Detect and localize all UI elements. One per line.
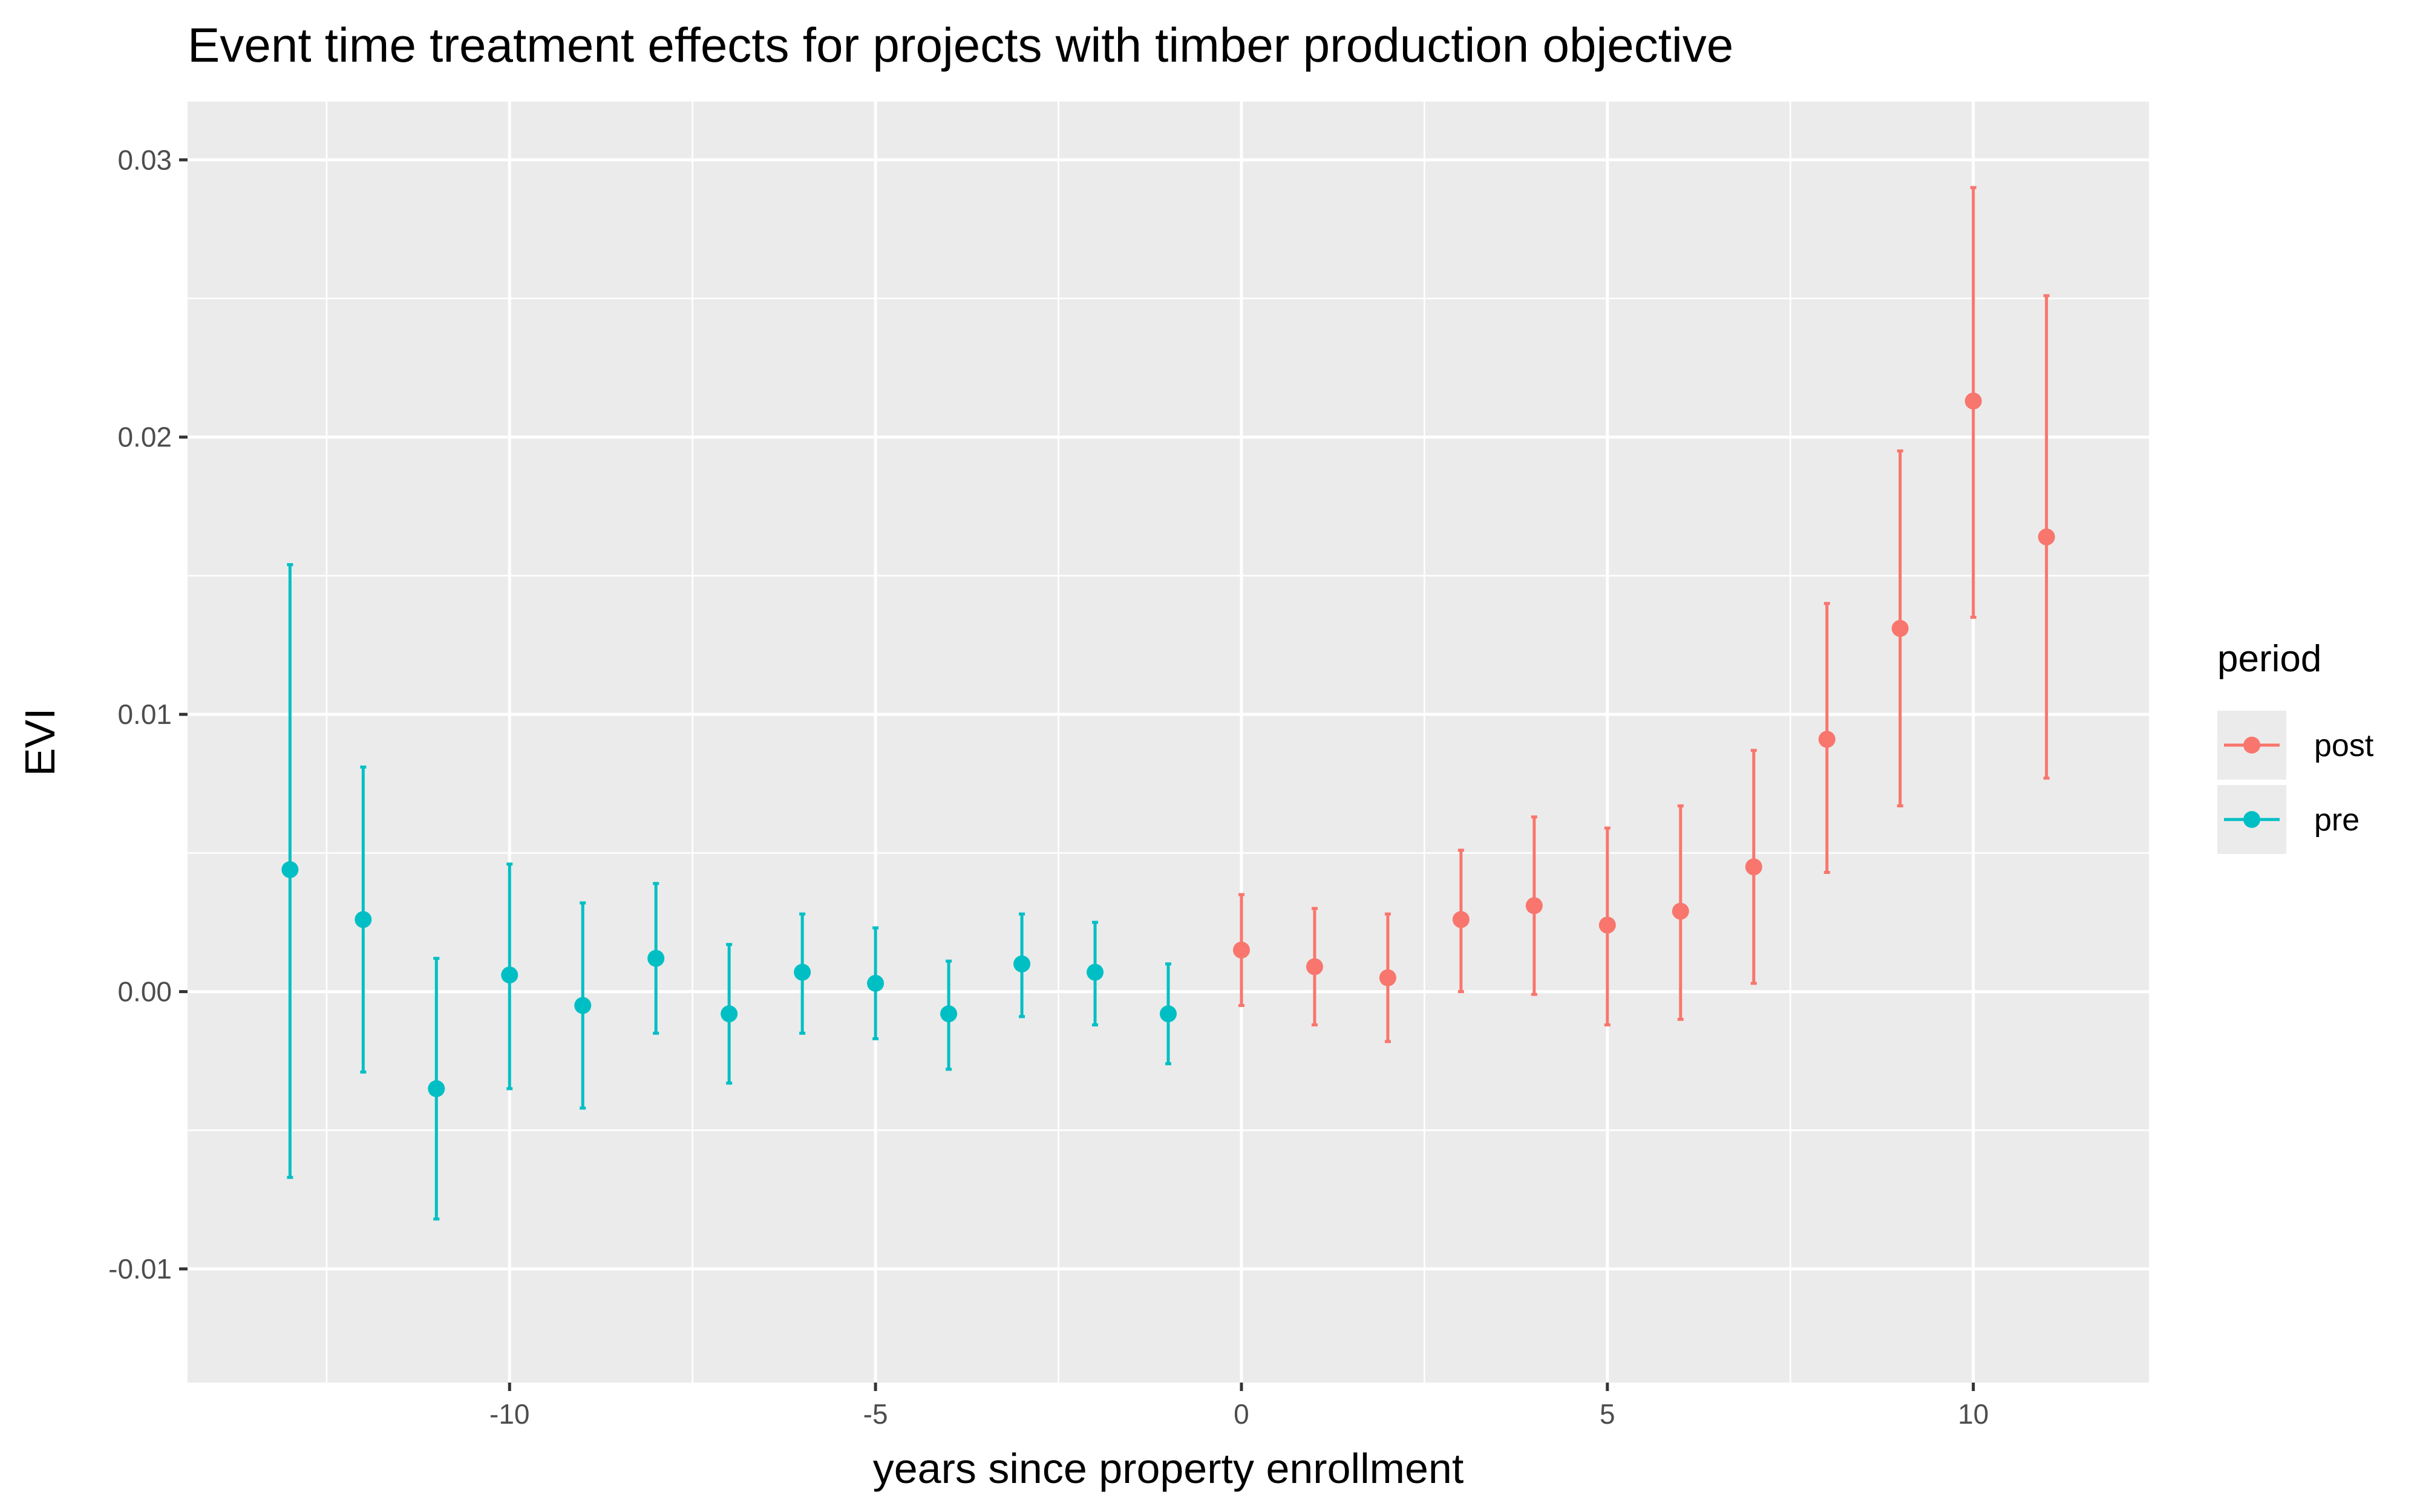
x-tick-label: -10 xyxy=(489,1398,529,1430)
legend-title: period xyxy=(2217,638,2321,680)
data-points xyxy=(281,393,2055,1098)
point-post xyxy=(1964,393,1982,410)
y-axis-title: EVI xyxy=(16,708,64,777)
legend-key-point xyxy=(2243,811,2260,828)
y-axis-ticks: -0.01 0.00 0.01 0.02 0.03 xyxy=(108,144,188,1285)
point-post xyxy=(1891,620,1909,637)
point-post xyxy=(1452,911,1470,928)
legend-entries: post pre xyxy=(2217,711,2374,854)
point-post xyxy=(1745,858,1762,876)
y-tick-label: 0.02 xyxy=(117,422,172,453)
x-tick-label: 5 xyxy=(1600,1398,1615,1430)
point-post xyxy=(2038,528,2055,546)
legend: period post pre xyxy=(2217,638,2374,854)
point-pre xyxy=(1013,955,1031,973)
point-pre xyxy=(940,1005,958,1023)
point-post xyxy=(1306,958,1323,976)
legend-label: pre xyxy=(2314,803,2360,838)
minor-gridlines xyxy=(188,102,2149,1383)
y-tick-label: 0.00 xyxy=(117,976,172,1008)
point-post xyxy=(1379,969,1396,986)
major-gridlines xyxy=(188,102,2149,1383)
point-pre xyxy=(574,997,592,1014)
point-pre xyxy=(501,966,518,984)
y-tick-label: 0.03 xyxy=(117,144,172,175)
point-pre xyxy=(647,950,665,967)
point-post xyxy=(1525,897,1543,914)
point-post xyxy=(1598,916,1616,934)
point-pre xyxy=(721,1005,738,1023)
point-pre xyxy=(355,911,372,928)
legend-key-point xyxy=(2243,737,2260,754)
x-axis-ticks: -10 -5 0 5 10 xyxy=(489,1383,1989,1430)
legend-item-post: post xyxy=(2217,711,2374,780)
plot-panel xyxy=(188,102,2149,1383)
point-pre xyxy=(1160,1005,1177,1023)
y-tick-label: 0.01 xyxy=(117,699,172,730)
chart-title: Event time treatment effects for project… xyxy=(188,18,1733,72)
point-pre xyxy=(428,1080,445,1098)
legend-label: post xyxy=(2314,728,2374,763)
legend-item-pre: pre xyxy=(2217,785,2360,854)
point-pre xyxy=(867,974,885,992)
point-post xyxy=(1818,731,1836,748)
x-tick-label: 10 xyxy=(1958,1398,1989,1430)
x-axis-title: years since property enrollment xyxy=(873,1445,1464,1492)
x-tick-label: 0 xyxy=(1234,1398,1249,1430)
x-tick-label: -5 xyxy=(863,1398,888,1430)
point-pre xyxy=(281,861,299,878)
point-pre xyxy=(794,963,811,981)
point-post xyxy=(1232,941,1250,959)
point-post xyxy=(1672,902,1689,920)
point-pre xyxy=(1087,963,1104,981)
y-tick-label: -0.01 xyxy=(108,1253,172,1285)
